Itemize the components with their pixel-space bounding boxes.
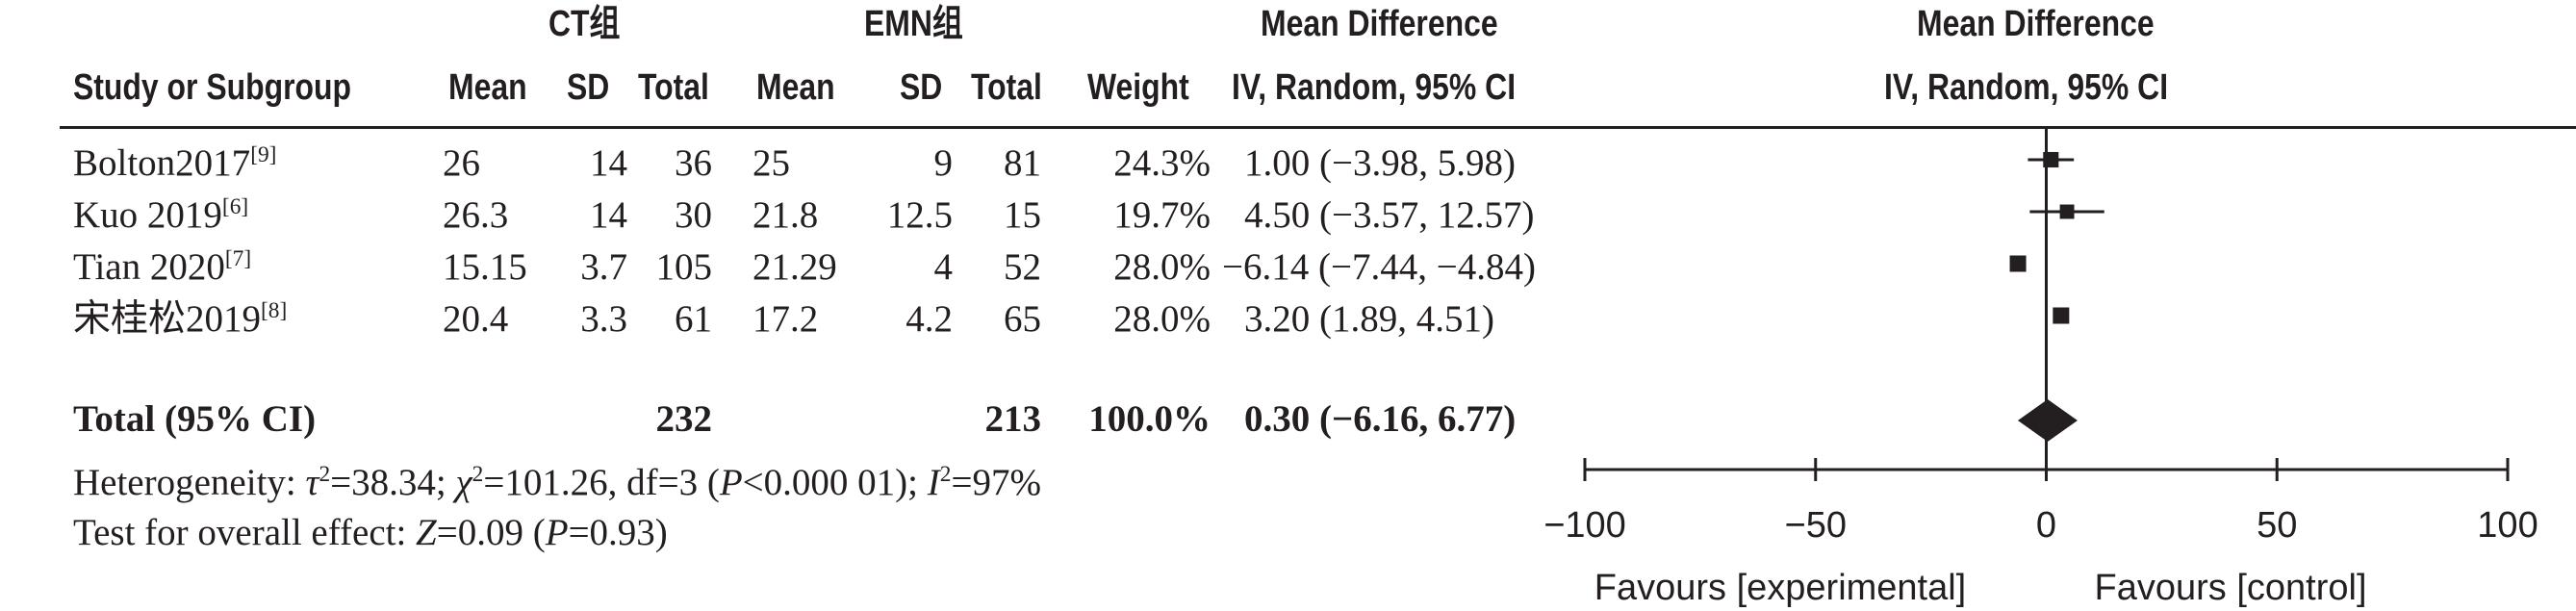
emn-total: 65: [1004, 298, 1041, 340]
weight-value: 28.0%: [1113, 298, 1211, 340]
ct-mean-header: Mean: [448, 67, 527, 108]
x-tick-label: 0: [2036, 505, 2056, 546]
point-estimate: [2043, 151, 2059, 168]
p-symbol: P: [719, 462, 743, 503]
ci-text: 4.50 (−3.57, 12.57): [1244, 194, 1535, 236]
i-symbol: I: [927, 462, 940, 503]
favours-left-label: Favours [experimental]: [1594, 568, 1967, 608]
ct-total: 30: [675, 194, 712, 236]
md-plot-subheader: IV, Random, 95% CI: [1884, 67, 2169, 108]
ct-sd: 3.3: [580, 298, 627, 340]
ci-text: 1.00 (−3.98, 5.98): [1244, 142, 1516, 184]
overall-p-value: =0.93): [568, 512, 668, 553]
emn-sd: 12.5: [886, 194, 953, 236]
md-table-header: Mean Difference: [1261, 4, 1498, 44]
chi-exponent: 2: [472, 461, 484, 487]
favours-right-label: Favours [control]: [2095, 568, 2367, 608]
overall-p-symbol: P: [545, 512, 569, 553]
group1-header: CT组: [548, 4, 621, 44]
study-name: 宋桂松2019[8]: [73, 297, 288, 340]
group2-header: EMN组: [864, 4, 963, 44]
weight-value: 19.7%: [1113, 194, 1211, 236]
ci-text: −6.14 (−7.44, −4.84): [1222, 246, 1536, 288]
z-value: =0.09 (: [436, 512, 546, 553]
emn-sd: 4.2: [905, 298, 953, 340]
emn-total: 15: [1004, 194, 1041, 236]
ct-sd: 14: [590, 194, 627, 236]
ct-total: 105: [655, 246, 713, 288]
ct-total-header: Total: [638, 67, 709, 108]
emn-sd-header: SD: [900, 67, 943, 108]
header-rule: [60, 126, 2576, 129]
ct-mean: 15.15: [443, 246, 527, 288]
heterogeneity-text: Heterogeneity: τ2=38.34; χ2=101.26, df=3…: [73, 461, 1041, 503]
emn-total: 81: [1004, 142, 1041, 184]
study-name-text: Bolton2017: [73, 142, 251, 184]
study-column-header: Study or Subgroup: [73, 67, 352, 108]
ct-mean: 20.4: [443, 298, 509, 340]
total-weight: 100.0%: [1088, 398, 1211, 440]
study-name-text: 宋桂松2019: [73, 298, 262, 340]
study-ref: [8]: [261, 297, 288, 323]
study-name-text: Kuo 2019: [73, 194, 222, 236]
weight-value: 28.0%: [1113, 246, 1211, 288]
emn-mean-header: Mean: [756, 67, 835, 108]
emn-sd: 9: [933, 142, 954, 184]
ct-sd: 14: [590, 142, 627, 184]
i-exponent: 2: [939, 461, 952, 487]
md-plot-header: Mean Difference: [1917, 4, 2155, 44]
tau-exponent: 2: [319, 461, 331, 487]
study-ref: [6]: [221, 193, 249, 219]
ct-mean: 26: [443, 142, 480, 184]
weight-value: 24.3%: [1113, 142, 1211, 184]
total-ci-text: 0.30 (−6.16, 6.77): [1244, 398, 1517, 440]
total-label: Total (95% CI): [73, 398, 317, 440]
ci-text: 3.20 (1.89, 4.51): [1244, 298, 1494, 340]
x-tick-label: 50: [2257, 505, 2297, 546]
ct-sd-header: SD: [567, 67, 610, 108]
md-table-subheader: IV, Random, 95% CI: [1232, 67, 1517, 108]
tau-value: =38.34;: [330, 462, 456, 503]
emn-total-header: Total: [971, 67, 1042, 108]
i-value: =97%: [951, 462, 1041, 503]
ct-mean: 26.3: [443, 194, 509, 236]
ct-sd: 3.7: [580, 246, 627, 288]
overall-label: Test for overall effect:: [73, 512, 417, 553]
ct-total-sum: 232: [655, 398, 713, 440]
ct-total: 61: [675, 298, 712, 340]
weight-header: Weight: [1087, 67, 1189, 108]
emn-total: 52: [1004, 246, 1041, 288]
overall-effect-text: Test for overall effect: Z=0.09 (P=0.93): [73, 514, 668, 551]
x-tick-label: 100: [2477, 505, 2538, 546]
emn-mean: 21.29: [752, 246, 837, 288]
emn-total-sum: 213: [984, 398, 1042, 440]
study-name: Bolton2017[9]: [73, 141, 277, 184]
chi-value: =101.26, df=3 (: [483, 462, 720, 503]
p-value: <0.000 01);: [742, 462, 928, 503]
z-symbol: Z: [416, 512, 437, 553]
emn-mean: 21.8: [752, 194, 819, 236]
ct-total: 36: [675, 142, 712, 184]
emn-mean: 25: [752, 142, 790, 184]
point-estimate: [2059, 204, 2075, 219]
heterogeneity-label: Heterogeneity:: [73, 462, 306, 503]
point-estimate: [2009, 255, 2027, 272]
x-tick-label: −100: [1543, 505, 1626, 546]
x-tick-label: −50: [1785, 505, 1847, 546]
study-name: Tian 2020[7]: [73, 245, 252, 288]
study-name: Kuo 2019[6]: [73, 193, 249, 236]
emn-mean: 17.2: [752, 298, 819, 340]
study-ref: [9]: [250, 141, 277, 167]
study-name-text: Tian 2020: [73, 246, 225, 288]
point-estimate: [2053, 307, 2070, 324]
emn-sd: 4: [933, 246, 954, 288]
tau-symbol: τ: [305, 462, 319, 503]
study-ref: [7]: [224, 245, 252, 271]
chi-symbol: χ: [455, 462, 472, 503]
summary-diamond: [2017, 399, 2078, 442]
